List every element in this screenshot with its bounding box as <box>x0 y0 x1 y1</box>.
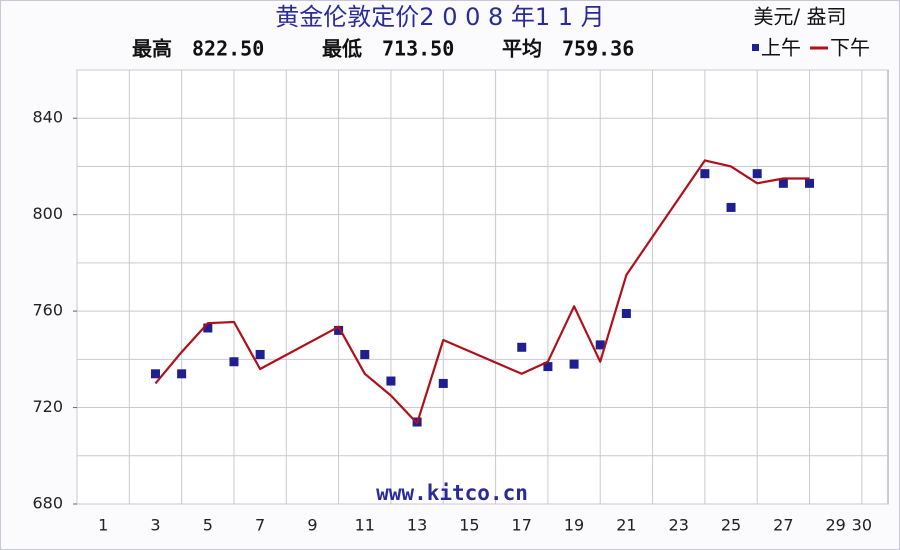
legend-swatch <box>752 44 759 51</box>
am-point <box>177 369 187 379</box>
am-point <box>517 342 527 352</box>
x-tick-label: 5 <box>203 516 213 535</box>
x-tick-label: 25 <box>721 516 741 535</box>
am-point <box>726 202 736 212</box>
am-point <box>700 169 710 179</box>
am-point <box>752 169 762 179</box>
am-point <box>229 357 239 367</box>
stat-value: 822.50 <box>192 37 264 61</box>
x-tick-label: 7 <box>255 516 265 535</box>
y-tick-label: 720 <box>32 397 63 416</box>
am-point <box>438 378 448 388</box>
am-point <box>805 178 815 188</box>
x-tick-label: 19 <box>564 516 584 535</box>
x-tick-label: 3 <box>150 516 160 535</box>
chart-title: 黄金伦敦定价2 0 0 8 年1 1 月 <box>275 3 604 31</box>
am-point <box>255 350 265 360</box>
am-point <box>621 309 631 319</box>
am-point <box>203 323 213 333</box>
stat-value: 713.50 <box>382 37 454 61</box>
am-point <box>386 376 396 386</box>
am-point <box>778 178 788 188</box>
y-tick-label: 840 <box>32 108 63 127</box>
watermark: www.kitco.cn <box>376 481 528 505</box>
x-tick-label: 30 <box>852 516 872 535</box>
stat-value: 759.36 <box>562 37 634 61</box>
x-tick-label: 29 <box>825 516 845 535</box>
am-point <box>543 362 553 372</box>
legend-label: 上午 <box>761 36 801 60</box>
x-tick-label: 15 <box>459 516 479 535</box>
x-tick-label: 23 <box>669 516 689 535</box>
x-tick-label: 21 <box>616 516 636 535</box>
x-tick-label: 9 <box>307 516 317 535</box>
am-point <box>334 325 344 335</box>
x-tick-label: 13 <box>407 516 427 535</box>
am-point <box>150 369 160 379</box>
plot-area <box>76 69 889 505</box>
y-tick-label: 760 <box>32 301 63 320</box>
y-tick-label: 800 <box>32 204 63 223</box>
x-tick-label: 27 <box>773 516 793 535</box>
unit-label: 美元/ 盎司 <box>753 5 846 29</box>
am-point <box>595 340 605 350</box>
x-tick-label: 1 <box>98 516 108 535</box>
x-tick-label: 11 <box>355 516 375 535</box>
am-point <box>569 359 579 369</box>
stat-name: 最低 <box>322 37 362 61</box>
y-tick-label: 680 <box>32 494 63 513</box>
pm-line <box>154 159 810 425</box>
stat-name: 平均 <box>502 37 542 61</box>
am-point <box>360 350 370 360</box>
x-tick-label: 17 <box>512 516 532 535</box>
stat-name: 最高 <box>132 37 172 61</box>
legend-label: 下午 <box>830 36 870 60</box>
